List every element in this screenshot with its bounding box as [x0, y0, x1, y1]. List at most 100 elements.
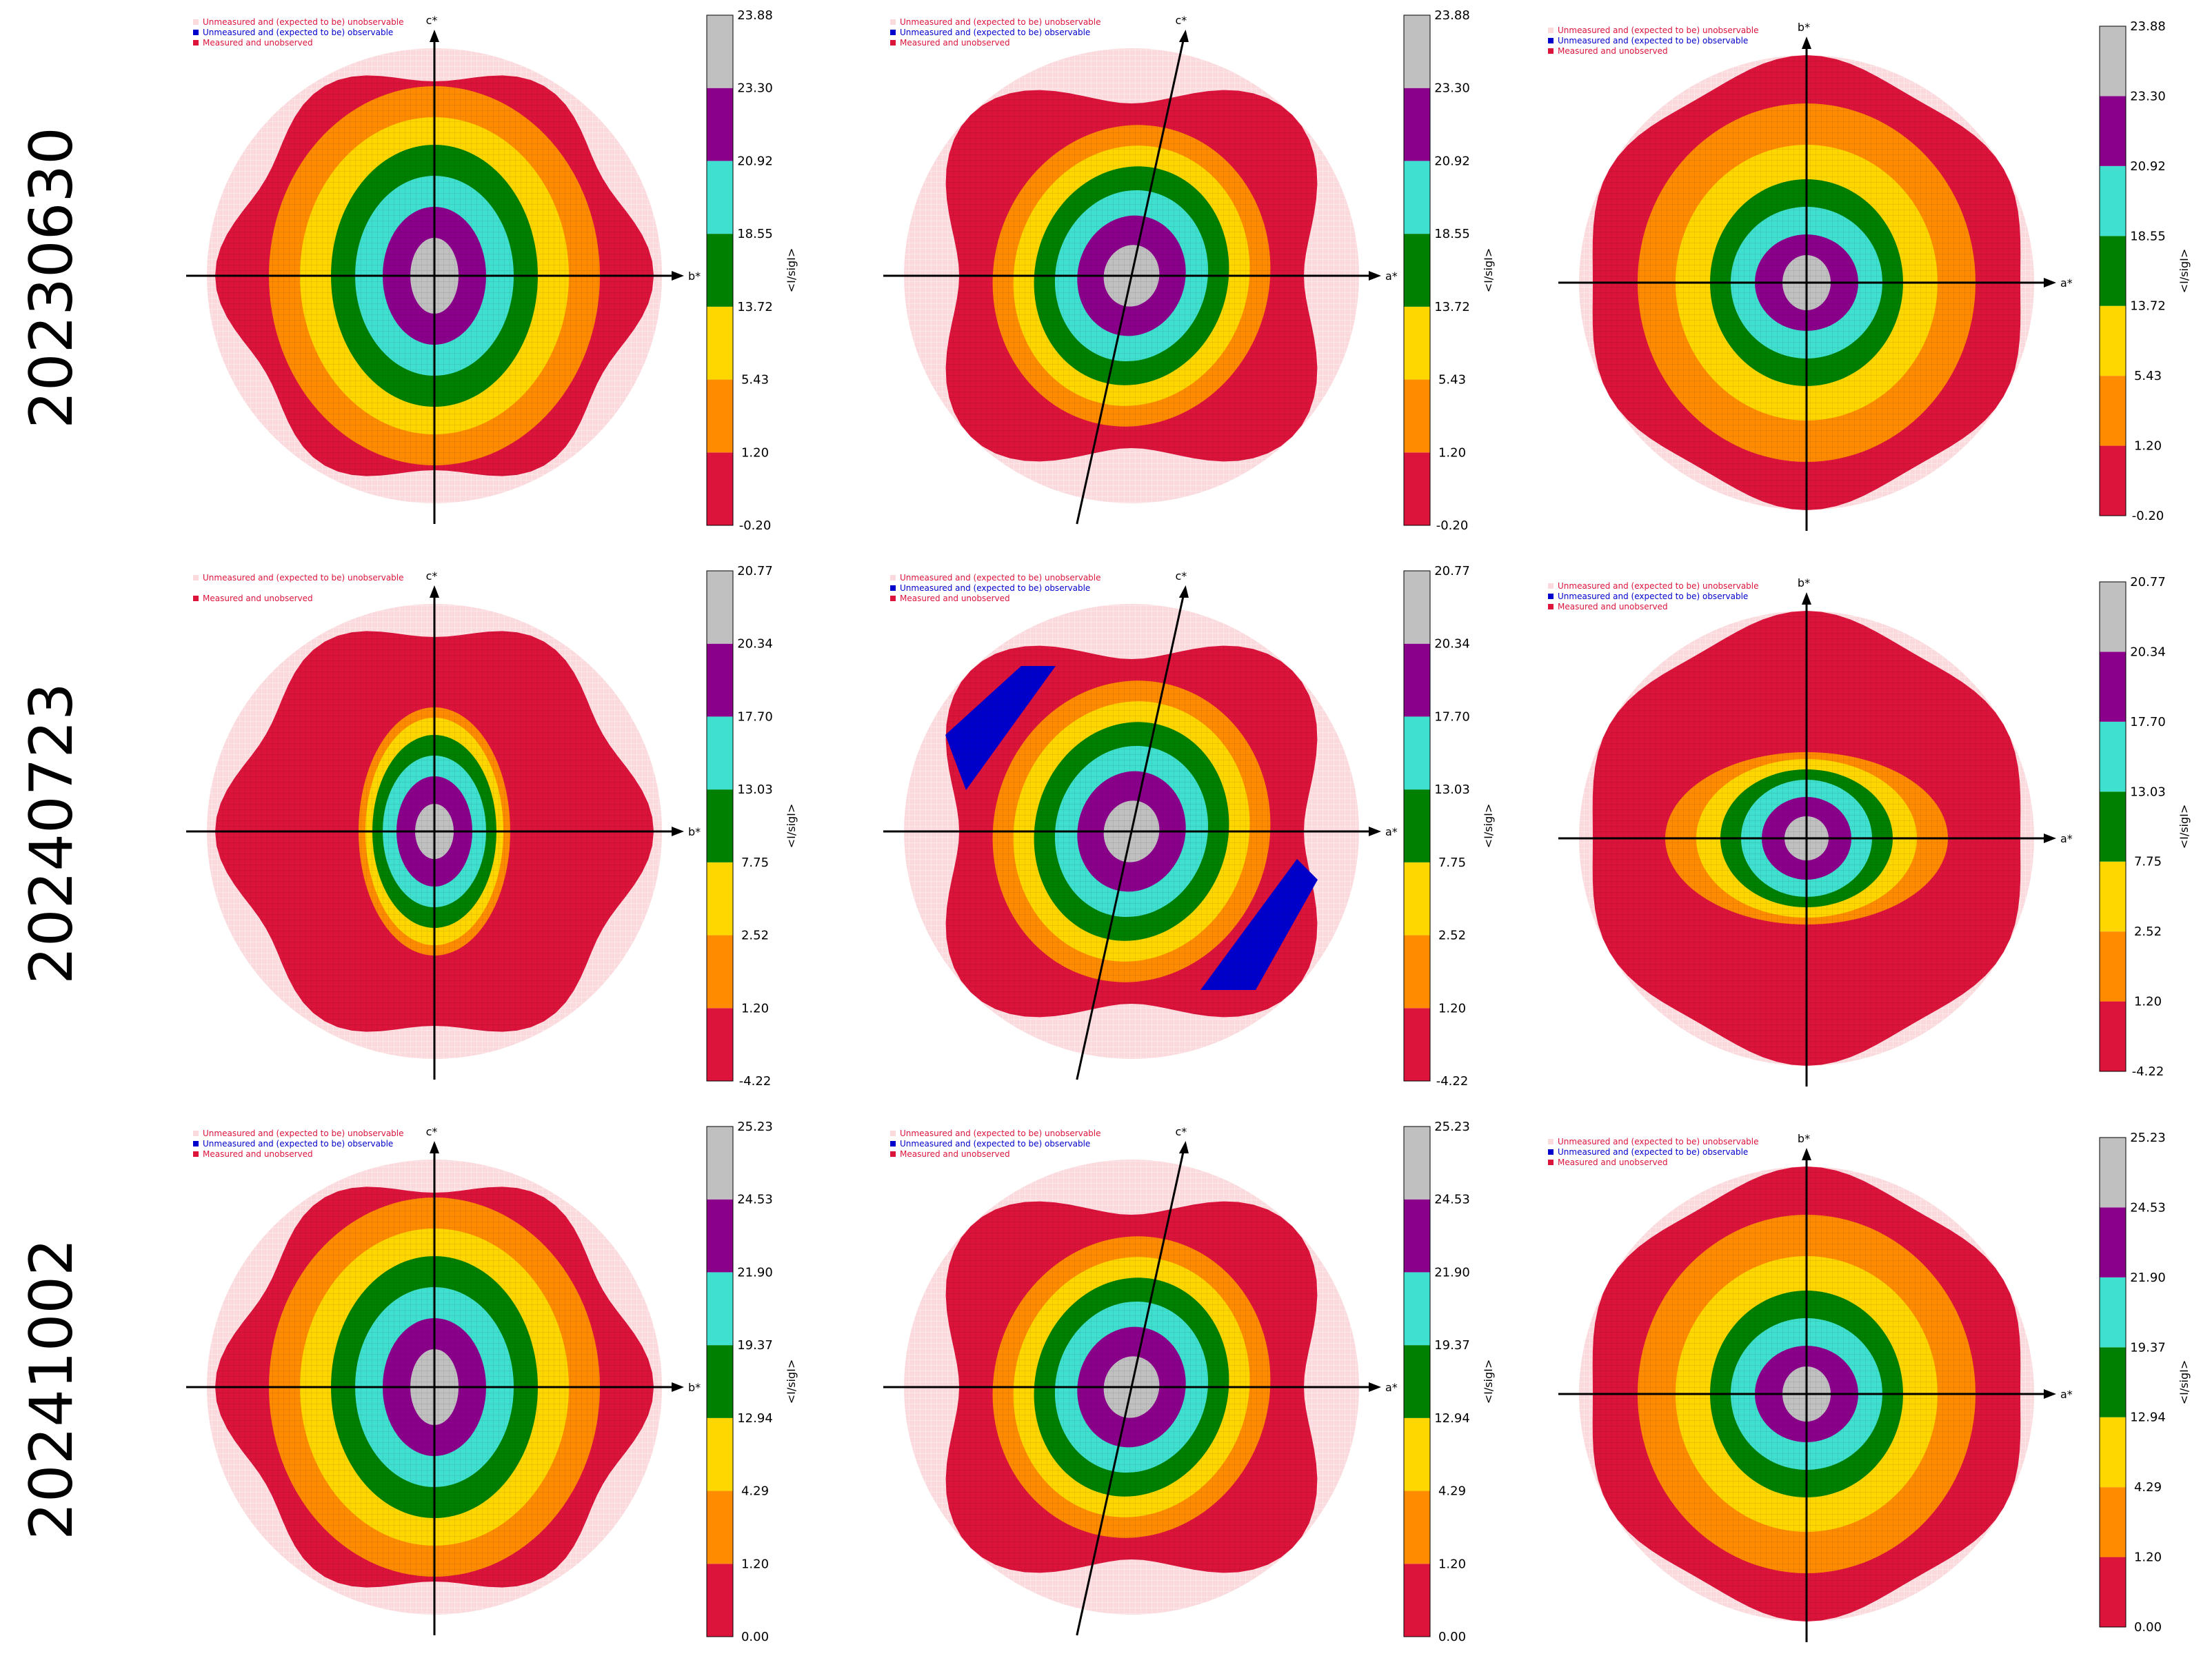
colorbar-tick: 7.75	[1438, 856, 1466, 870]
colorbar-tick: 5.43	[1438, 373, 1466, 387]
colorbar-label: <I/sigI>	[1482, 804, 1495, 849]
vertical-axis-arrow	[1802, 592, 1811, 605]
colorbar-tick: 12.94	[1434, 1411, 1470, 1426]
colorbar-segment-1	[2100, 376, 2126, 446]
panel-r2-c2: a* c* Unmeasured and (expected to be) unob…	[883, 564, 1495, 1089]
colorbar-tick: 19.37	[1434, 1338, 1470, 1353]
colorbar-frame	[2099, 1137, 2126, 1628]
panel-r3-c3: a* b* Unmeasured and (expected to be) unob…	[1548, 1131, 2191, 1642]
colorbar-segment-1	[1404, 935, 1430, 1009]
legend-swatch-observable	[1548, 38, 1554, 43]
colorbar-tick: 18.55	[1434, 227, 1470, 241]
colorbar-segment-4	[1404, 1272, 1430, 1346]
legend-swatch-unobserved	[1548, 604, 1554, 609]
colorbar-tick: 1.20	[1438, 445, 1466, 460]
colorbar-tick: 1.20	[1438, 1001, 1466, 1016]
colorbar-tick: 21.90	[1434, 1265, 1470, 1280]
colorbar-label: <I/sigI>	[785, 248, 798, 293]
legend-unobservable: Unmeasured and (expected to be) unobserv…	[900, 1129, 1101, 1138]
colorbar-segment-4	[707, 716, 733, 790]
legend-unobserved: Measured and unobserved	[203, 1149, 313, 1159]
vertical-axis-label: c*	[426, 14, 438, 27]
colorbar-tick: 0.00	[1438, 1630, 1466, 1644]
colorbar-tick: 0.00	[741, 1630, 769, 1644]
legend-swatch-unobservable	[1548, 1139, 1554, 1144]
colorbar-tick: 18.55	[737, 227, 773, 241]
colorbar-tick: 13.03	[737, 782, 773, 797]
colorbar-label: <I/sigI>	[2178, 805, 2191, 849]
colorbar-segment-6	[707, 571, 733, 644]
colorbar-tick: 19.37	[737, 1338, 773, 1353]
legend-swatch-unobserved	[890, 1151, 896, 1157]
colorbar-segment-5	[1404, 643, 1430, 717]
colorbar-segment-0	[707, 1564, 733, 1637]
colorbar-segment-3	[2100, 791, 2126, 862]
colorbar-tick: -4.22	[1436, 1074, 1469, 1089]
legend-swatch-unobservable	[1548, 583, 1554, 589]
colorbar-segment-6	[1404, 15, 1430, 88]
colorbar: 20.77 20.34 17.70 13.03 7.75 2.52 1.20 -4.22 <I/…	[1403, 564, 1495, 1089]
vertical-axis-label: c*	[426, 569, 438, 583]
colorbar-segment-4	[2100, 1277, 2126, 1348]
panel-r1-c2: a* c* Unmeasured and (expected to be) unob…	[883, 8, 1495, 533]
legend-observable: Unmeasured and (expected to be) observab…	[900, 28, 1090, 37]
horizontal-axis-arrow	[1369, 1382, 1381, 1392]
colorbar-segment-2	[707, 862, 733, 936]
horizontal-axis-arrow	[1369, 271, 1381, 281]
colorbar-label: <I/sigI>	[2178, 249, 2191, 294]
colorbar: 25.23 24.53 21.90 19.37 12.94 4.29 1.20 0.00 <I/…	[1403, 1120, 1495, 1644]
colorbar-frame	[2099, 26, 2126, 516]
colorbar-tick: 5.43	[741, 373, 769, 387]
vertical-axis-label: c*	[1176, 14, 1187, 27]
legend-swatch-unobservable	[193, 19, 199, 25]
colorbar-segment-0	[707, 1008, 733, 1081]
colorbar-segment-4	[1404, 716, 1430, 790]
colorbar-label: <I/sigI>	[2178, 1360, 2191, 1405]
colorbar-segment-1	[2100, 931, 2126, 1002]
colorbar: 20.77 20.34 17.70 13.03 7.75 2.52 1.20 -4.22 <I/…	[2099, 575, 2191, 1079]
colorbar-tick: 19.37	[2130, 1340, 2166, 1355]
colorbar-tick: 17.70	[737, 709, 773, 724]
colorbar-frame	[1403, 1126, 1431, 1637]
panel-r3-c1: b* c* Unmeasured and (expected to be) unob…	[186, 1120, 798, 1644]
colorbar-tick: 21.90	[737, 1265, 773, 1280]
colorbar-tick: 20.92	[737, 154, 773, 168]
horizontal-axis-arrow	[2044, 834, 2056, 843]
vertical-axis-arrow	[430, 30, 439, 42]
colorbar-frame	[1403, 570, 1431, 1082]
legend-swatch-unobserved	[193, 1151, 199, 1157]
legend-swatch-observable	[193, 1141, 199, 1146]
legend-observable: Unmeasured and (expected to be) observab…	[203, 28, 393, 37]
colorbar-segment-0	[707, 452, 733, 525]
vertical-axis-label: c*	[1176, 569, 1187, 583]
horizontal-axis-label: a*	[1385, 825, 1398, 838]
colorbar-tick: 20.77	[2130, 575, 2166, 589]
vertical-axis-arrow	[1178, 1141, 1189, 1153]
legend-swatch-unobservable	[193, 1131, 199, 1136]
colorbar-segment-3	[2100, 1347, 2126, 1417]
legend-swatch-unobservable	[193, 575, 199, 580]
colorbar-tick: 20.77	[737, 564, 773, 578]
colorbar-segment-2	[2100, 1417, 2126, 1488]
colorbar-tick: -0.20	[1436, 518, 1469, 533]
colorbar-segment-3	[2100, 236, 2126, 306]
legend-unobserved: Measured and unobserved	[900, 1149, 1010, 1159]
legend-swatch-unobservable	[890, 575, 896, 580]
colorbar-segment-4	[707, 1272, 733, 1346]
colorbar-tick: 0.00	[2134, 1620, 2162, 1635]
horizontal-axis-label: b*	[688, 825, 701, 838]
colorbar-tick: 23.88	[1434, 8, 1470, 23]
colorbar-tick: 13.03	[1434, 782, 1470, 797]
colorbar-tick: 4.29	[1438, 1484, 1466, 1499]
colorbar-tick: -0.20	[2132, 509, 2164, 523]
colorbar-label: <I/sigI>	[1482, 1360, 1495, 1404]
vertical-axis-arrow	[430, 1141, 439, 1153]
colorbar-segment-1	[707, 1491, 733, 1564]
colorbar-tick: 13.72	[2130, 299, 2166, 314]
colorbar-segment-2	[1404, 1417, 1430, 1491]
horizontal-axis-arrow	[672, 827, 684, 836]
colorbar-label: <I/sigI>	[785, 1360, 798, 1404]
colorbar-tick: 13.72	[737, 300, 773, 314]
colorbar-segment-2	[2100, 861, 2126, 932]
